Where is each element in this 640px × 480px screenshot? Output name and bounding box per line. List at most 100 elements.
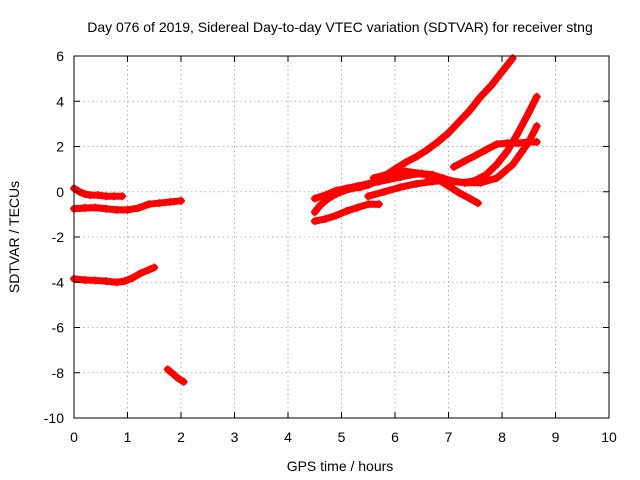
y-tick-label: 6 [56, 48, 64, 64]
data-point-marker [444, 128, 453, 137]
data-point-marker [481, 145, 490, 154]
data-point-marker [310, 194, 319, 203]
series-arc-3 [70, 263, 159, 287]
data-point-marker [321, 191, 330, 200]
data-point-marker [86, 191, 95, 200]
data-point-marker [532, 137, 541, 146]
data-point-marker [455, 117, 464, 126]
data-point-marker [144, 265, 153, 274]
data-point-marker [94, 191, 103, 200]
data-point-marker [423, 145, 432, 154]
data-point-marker [374, 200, 383, 209]
data-point-marker [369, 174, 378, 183]
data-point-marker [455, 188, 464, 197]
y-tick-label: 0 [56, 184, 64, 200]
data-point-marker [401, 167, 410, 176]
tick-layer: 0 1 2 3 4 5 6 7 8 9 10 -10 -8 -6 -4 -2 0 2 4 6 [44, 48, 617, 445]
data-point-marker [401, 158, 410, 167]
data-point-marker [380, 187, 389, 196]
data-point-marker [102, 192, 111, 201]
data-point-marker [102, 204, 111, 213]
x-tick-label: 3 [231, 429, 239, 445]
x-tick-label: 10 [601, 429, 617, 445]
x-axis-label: GPS time / hours [287, 458, 394, 474]
series-trace [70, 264, 158, 286]
data-point-marker [80, 190, 89, 199]
data-point-marker [332, 211, 341, 220]
data-point-marker [460, 178, 469, 187]
data-point-marker [321, 214, 330, 223]
series-arc-2 [70, 196, 185, 214]
y-tick-label: -2 [52, 229, 65, 245]
y-tick-label: 2 [56, 139, 64, 155]
y-tick-label: 4 [56, 93, 64, 109]
data-point-marker [514, 128, 523, 137]
data-point-marker [433, 137, 442, 146]
data-point-marker [532, 92, 541, 101]
data-point-marker [144, 200, 153, 209]
series-arc-9 [369, 167, 482, 208]
data-point-marker [481, 170, 490, 179]
series-trace [364, 122, 541, 200]
x-tick-label: 4 [284, 429, 292, 445]
data-point-marker [310, 217, 319, 226]
series-arc-6 [310, 200, 383, 226]
data-point-marker [168, 369, 177, 378]
x-tick-label: 2 [177, 429, 185, 445]
grid-layer [74, 56, 609, 418]
data-point-marker [473, 199, 482, 208]
data-point-marker [91, 203, 100, 212]
data-point-marker [433, 175, 442, 184]
data-point-marker [353, 182, 362, 191]
x-tick-label: 8 [498, 429, 506, 445]
data-point-marker [412, 179, 421, 188]
data-point-marker [385, 169, 394, 178]
data-point-marker [136, 269, 145, 278]
data-point-marker [514, 139, 523, 148]
x-tick-label: 1 [124, 429, 132, 445]
data-point-marker [524, 137, 533, 146]
data-point-marker [465, 194, 474, 203]
y-tick-label: -4 [52, 274, 65, 290]
data-point-marker [532, 122, 541, 131]
data-point-marker [465, 106, 474, 115]
x-tick-label: 5 [338, 429, 346, 445]
data-point-marker [112, 278, 121, 287]
y-tick-label: -10 [44, 410, 64, 426]
series-arc-4 [163, 365, 188, 386]
x-tick-label: 6 [391, 429, 399, 445]
chart-title: Day 076 of 2019, Sidereal Day-to-day VTE… [87, 19, 593, 35]
data-point-marker [102, 277, 111, 286]
data-point-marker [396, 183, 405, 192]
data-point-marker [364, 179, 373, 188]
x-tick-label: 0 [70, 429, 78, 445]
data-point-marker [128, 273, 137, 282]
data-point-marker [471, 151, 480, 160]
data-point-marker [364, 200, 373, 209]
data-point-marker [150, 263, 159, 272]
series-arc-10 [449, 137, 541, 171]
data-point-marker [118, 192, 127, 201]
series-layer [70, 54, 541, 386]
series-arc-1 [70, 184, 127, 201]
data-point-marker [80, 204, 89, 213]
data-point-marker [177, 196, 185, 205]
data-point-marker [332, 186, 341, 195]
data-point-marker [155, 199, 164, 208]
data-point-marker [174, 374, 183, 383]
data-point-marker [353, 203, 362, 212]
data-point-marker [110, 192, 119, 201]
data-point-marker [449, 162, 458, 171]
data-point-marker [492, 140, 501, 149]
data-point-marker [492, 160, 501, 169]
y-tick-label: -6 [52, 320, 65, 336]
data-point-marker [179, 377, 188, 386]
data-point-marker [460, 157, 469, 166]
data-point-marker [166, 197, 175, 206]
data-point-marker [476, 178, 485, 187]
data-point-marker [342, 184, 351, 193]
data-point-marker [123, 205, 132, 214]
data-point-marker [342, 206, 351, 215]
data-point-marker [163, 365, 172, 374]
data-point-marker [417, 169, 426, 178]
